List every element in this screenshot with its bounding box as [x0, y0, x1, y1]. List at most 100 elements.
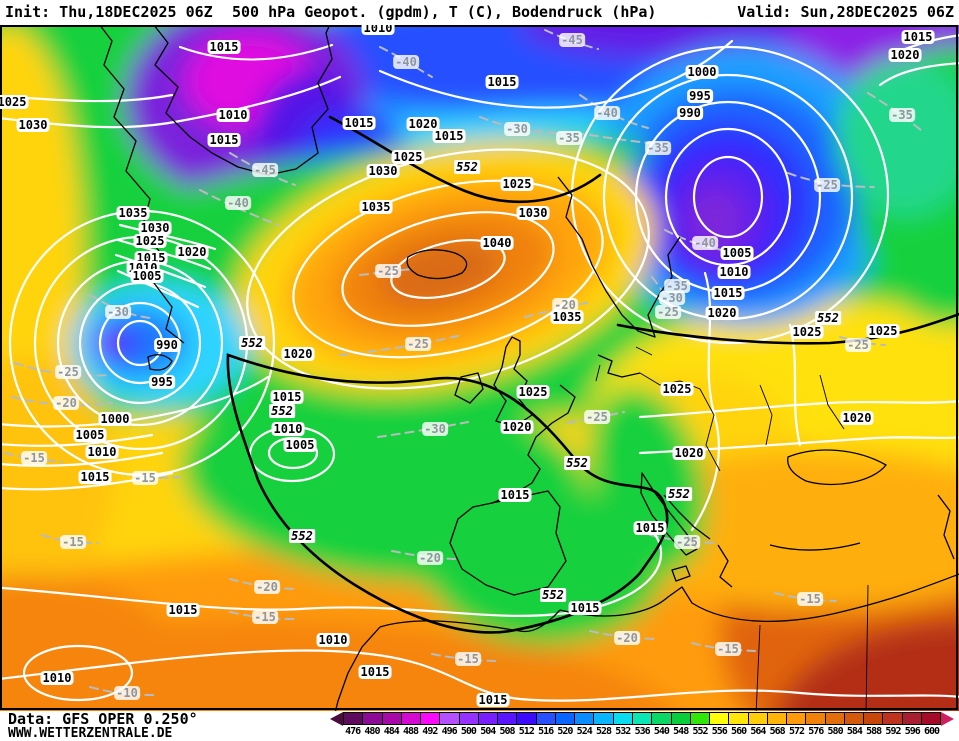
- temp-label: -25: [405, 337, 431, 351]
- height-label: 552: [564, 456, 590, 470]
- pressure-label: 1010: [85, 445, 119, 459]
- pressure-label: 1000: [98, 412, 132, 426]
- pressure-label: 1015: [166, 603, 200, 617]
- colorbar-label: 480: [364, 726, 380, 737]
- colorbar-label: 532: [615, 726, 631, 737]
- colorbar-label: 600: [924, 726, 940, 737]
- colorbar-box: [825, 713, 845, 724]
- pressure-label: 1015: [432, 129, 466, 143]
- temp-label: -35: [645, 141, 671, 155]
- colorbar-box: [498, 713, 518, 724]
- temp-label: -25: [845, 338, 871, 352]
- temp-label: -10: [114, 686, 140, 700]
- temp-label: -30: [504, 122, 530, 136]
- temp-label: -30: [105, 305, 131, 319]
- colorbar-box: [575, 713, 595, 724]
- coastlines: [98, 25, 959, 711]
- temp-label: -15: [797, 592, 823, 606]
- pressure-label: 990: [677, 106, 703, 120]
- colorbar-label: 508: [499, 726, 515, 737]
- pressure-label: 1015: [633, 521, 667, 535]
- colorbar-box: [787, 713, 807, 724]
- colorbar-box: [767, 713, 788, 724]
- temp-label: -15: [132, 471, 158, 485]
- colorbar-box: [421, 713, 441, 724]
- pressure-label: 1025: [133, 234, 167, 248]
- pressure-label: 1025: [391, 150, 425, 164]
- pressure-label: 1010: [271, 422, 305, 436]
- temp-label: -25: [375, 264, 401, 278]
- temp-label: -40: [393, 55, 419, 69]
- colorbar-boxes: [343, 712, 941, 725]
- pressure-label: 1015: [476, 693, 510, 707]
- pressure-label: 1005: [73, 428, 107, 442]
- pressure-label: 1035: [116, 206, 150, 220]
- pressure-label: 1030: [138, 221, 172, 235]
- pressure-label: 990: [154, 338, 180, 352]
- pressure-label: 1020: [281, 347, 315, 361]
- pressure-label: 1015: [358, 665, 392, 679]
- pressure-label: 995: [149, 375, 175, 389]
- pressure-label: 1020: [175, 245, 209, 259]
- colorbar-label: 576: [808, 726, 824, 737]
- pressure-label: 1030: [16, 118, 50, 132]
- colorbar-box: [729, 713, 749, 724]
- pressure-label: 1010: [216, 108, 250, 122]
- temp-label: -35: [664, 279, 690, 293]
- pressure-label: 1000: [685, 65, 719, 79]
- colorbar-label: 484: [383, 726, 400, 737]
- pressure-label: 1020: [672, 446, 706, 460]
- height-label: 552: [540, 588, 566, 602]
- temp-label: -15: [60, 535, 86, 549]
- temp-label: -45: [559, 33, 585, 47]
- colorbar-label: 588: [866, 726, 882, 737]
- colorbar-label: 516: [538, 726, 554, 737]
- colorbar-label: 512: [518, 726, 535, 737]
- colorbar-label: 476: [345, 726, 361, 737]
- temp-label: -40: [594, 106, 620, 120]
- temp-label: -30: [659, 291, 685, 305]
- colorbar-box: [344, 713, 364, 724]
- temp-label: -20: [254, 580, 280, 594]
- colorbar-label: 556: [711, 726, 728, 737]
- colorbar-label: 592: [885, 726, 901, 737]
- temp-label: -15: [252, 610, 278, 624]
- colorbar-arrow-right: [941, 711, 954, 726]
- height-label: 552: [454, 160, 480, 174]
- colorbar-label: 540: [653, 726, 670, 737]
- colorbar-box: [401, 713, 422, 724]
- height-label: 552: [239, 336, 265, 350]
- colorbar-label: 564: [750, 726, 766, 737]
- height-label: 552: [269, 404, 295, 418]
- colorbar-box: [652, 713, 672, 724]
- colorbar-label: 504: [480, 726, 496, 737]
- temp-label: -20: [53, 396, 79, 410]
- pressure-label: 1030: [516, 206, 550, 220]
- init-time-label: Init: Thu,18DEC2025 06Z: [5, 3, 213, 21]
- colorbar-box: [690, 713, 711, 724]
- pressure-label: 995: [687, 89, 713, 103]
- colorbar-box: [613, 713, 633, 724]
- temp-label: -45: [252, 163, 278, 177]
- pressure-label: 1025: [866, 324, 900, 338]
- colorbar-label: 584: [846, 726, 863, 737]
- colorbar-box: [844, 713, 865, 724]
- colorbar-label: 572: [788, 726, 805, 737]
- pressure-label: 1010: [40, 671, 74, 685]
- temp-label: -25: [584, 410, 610, 424]
- temp-label: -35: [889, 108, 915, 122]
- temp-label: -25: [655, 305, 681, 319]
- colorbar-label: 496: [441, 726, 458, 737]
- temp-label: -15: [715, 642, 741, 656]
- height-label: 552: [289, 529, 315, 543]
- pressure-label: 1015: [207, 133, 241, 147]
- colorbar-label: 520: [557, 726, 573, 737]
- colorbar-labels: 476 480 484 488 492 496 500 504 508 512 516 520 524 5…: [343, 725, 941, 739]
- temp-label: -35: [556, 131, 582, 145]
- colorbar-box: [363, 713, 383, 724]
- colorbar-box: [536, 713, 556, 724]
- colorbar-label: 536: [634, 726, 651, 737]
- pressure-label: 1025: [660, 382, 694, 396]
- map-labels: 1015 1010 1015 1000 995 990 1005 1015 1020 1010 10…: [0, 25, 959, 711]
